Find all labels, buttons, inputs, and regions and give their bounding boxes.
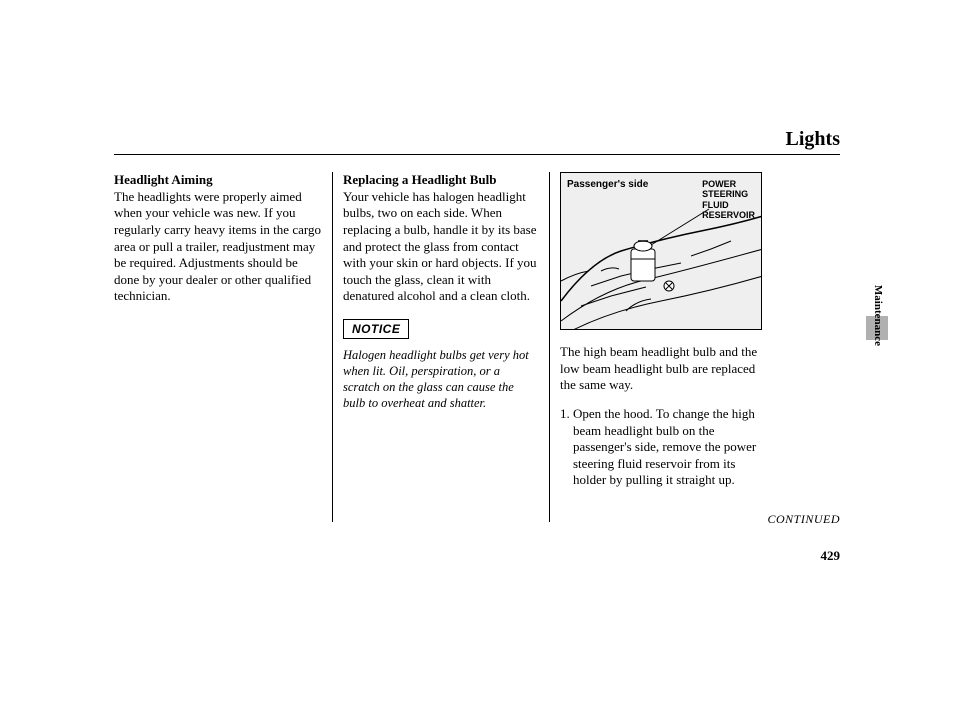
- notice-box: NOTICE: [343, 319, 409, 339]
- columns: Headlight Aiming The headlights were pro…: [114, 172, 840, 522]
- page-title: Lights: [786, 128, 840, 150]
- heading-aiming: Headlight Aiming: [114, 172, 213, 187]
- reservoir-l1: POWER: [702, 179, 736, 189]
- engine-diagram: Passenger's side POWER STEERING FLUID RE…: [560, 172, 762, 330]
- title-row: Lights: [786, 128, 840, 151]
- page-number: 429: [821, 548, 841, 564]
- notice-body: Halogen headlight bulbs get very hot whe…: [343, 347, 539, 412]
- step-1: 1. Open the hood. To change the high bea…: [560, 406, 758, 489]
- manual-page: Lights Headlight Aiming The headlights w…: [0, 0, 954, 710]
- engine-diagram-svg: [561, 191, 762, 330]
- notice-label: NOTICE: [352, 322, 400, 336]
- body-replacing: Your vehicle has halogen headlight bulbs…: [343, 189, 537, 304]
- column-2: Replacing a Headlight Bulb Your vehicle …: [332, 172, 550, 522]
- column-1: Headlight Aiming The headlights were pro…: [114, 172, 332, 522]
- body-highbeam-note: The high beam headlight bulb and the low…: [560, 344, 758, 394]
- diagram-label-passenger-side: Passenger's side: [567, 179, 648, 192]
- step-1-text: Open the hood. To change the high beam h…: [573, 406, 758, 489]
- heading-replacing: Replacing a Headlight Bulb: [343, 172, 497, 187]
- section-tab-label: Maintenance: [872, 285, 884, 346]
- column-3: Passenger's side POWER STEERING FLUID RE…: [550, 172, 768, 522]
- continued-label: CONTINUED: [767, 512, 840, 527]
- title-rule: [114, 154, 840, 155]
- step-1-number: 1.: [560, 406, 573, 489]
- body-aiming: The headlights were properly aimed when …: [114, 189, 321, 304]
- spacer: [560, 394, 758, 406]
